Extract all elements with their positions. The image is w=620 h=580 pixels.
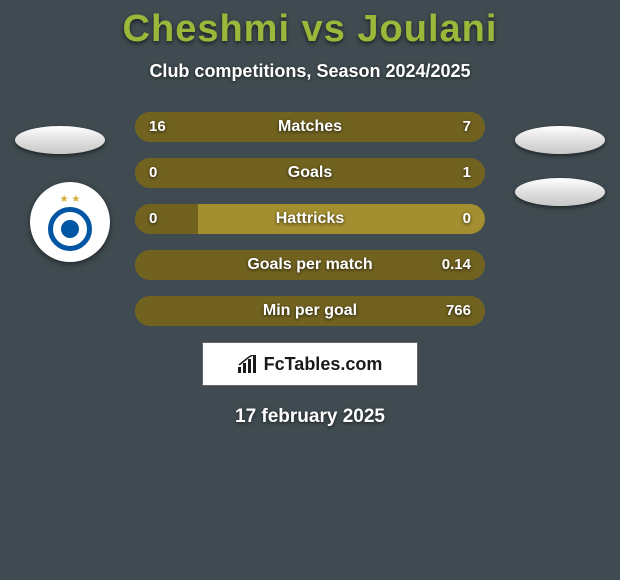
stat-value-right: 0.14 [442, 250, 471, 280]
player-left-badge [15, 126, 105, 154]
stat-value-right: 1 [463, 158, 471, 188]
brand-text: FcTables.com [264, 354, 383, 375]
club-stars-icon: ★ ★ [60, 194, 81, 205]
club-ring-icon [48, 207, 92, 251]
stat-row: 0Hattricks0 [135, 204, 485, 234]
stat-row: Goals per match0.14 [135, 250, 485, 280]
stat-label: Matches [135, 112, 485, 142]
player-right-badge-2 [515, 178, 605, 206]
stat-row: Min per goal766 [135, 296, 485, 326]
stat-label: Hattricks [135, 204, 485, 234]
stat-value-right: 7 [463, 112, 471, 142]
club-logo: ★ ★ [30, 182, 110, 262]
stats-area: ★ ★ 16Matches70Goals10Hattricks0Goals pe… [0, 112, 620, 326]
stat-row: 0Goals1 [135, 158, 485, 188]
stat-row: 16Matches7 [135, 112, 485, 142]
stat-label: Goals per match [135, 250, 485, 280]
brand-box: FcTables.com [202, 342, 418, 386]
date-label: 17 february 2025 [0, 406, 620, 428]
page-title: Cheshmi vs Joulani [0, 0, 620, 51]
stat-bars: 16Matches70Goals10Hattricks0Goals per ma… [135, 112, 485, 326]
subtitle: Club competitions, Season 2024/2025 [0, 61, 620, 82]
stat-value-right: 766 [446, 296, 471, 326]
player-right-badge-1 [515, 126, 605, 154]
chart-icon [238, 355, 258, 373]
stat-label: Min per goal [135, 296, 485, 326]
stat-label: Goals [135, 158, 485, 188]
stat-value-right: 0 [463, 204, 471, 234]
